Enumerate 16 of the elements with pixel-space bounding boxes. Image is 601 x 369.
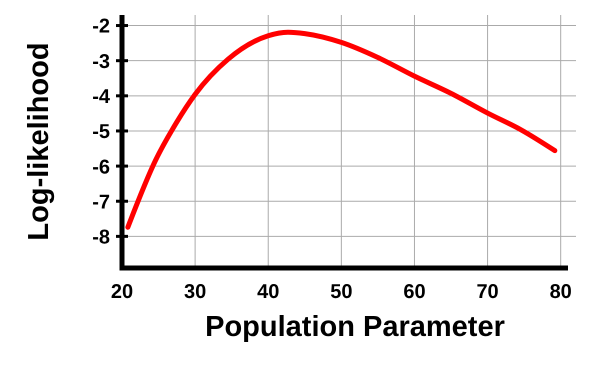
- x-tick-label: 40: [257, 281, 280, 303]
- x-tick-label: 20: [110, 281, 134, 303]
- x-tick-label: 30: [184, 281, 206, 303]
- x-axis-title: Population Parameter: [205, 311, 505, 343]
- y-tick-label: -5: [92, 121, 110, 144]
- x-tick-label: 70: [476, 281, 499, 303]
- y-tick-label: -7: [92, 191, 110, 214]
- y-tick-label: -2: [92, 16, 110, 38]
- y-tick-label: -3: [92, 50, 110, 73]
- x-tick-label: 80: [550, 281, 572, 303]
- y-axis-title: Log-likelihood: [23, 42, 55, 241]
- x-tick-label: 50: [330, 281, 352, 303]
- y-tick-label: -4: [92, 86, 111, 108]
- y-tick-label: -6: [92, 156, 110, 178]
- x-tick-label: 60: [403, 281, 426, 303]
- y-tick-label: -8: [92, 226, 110, 249]
